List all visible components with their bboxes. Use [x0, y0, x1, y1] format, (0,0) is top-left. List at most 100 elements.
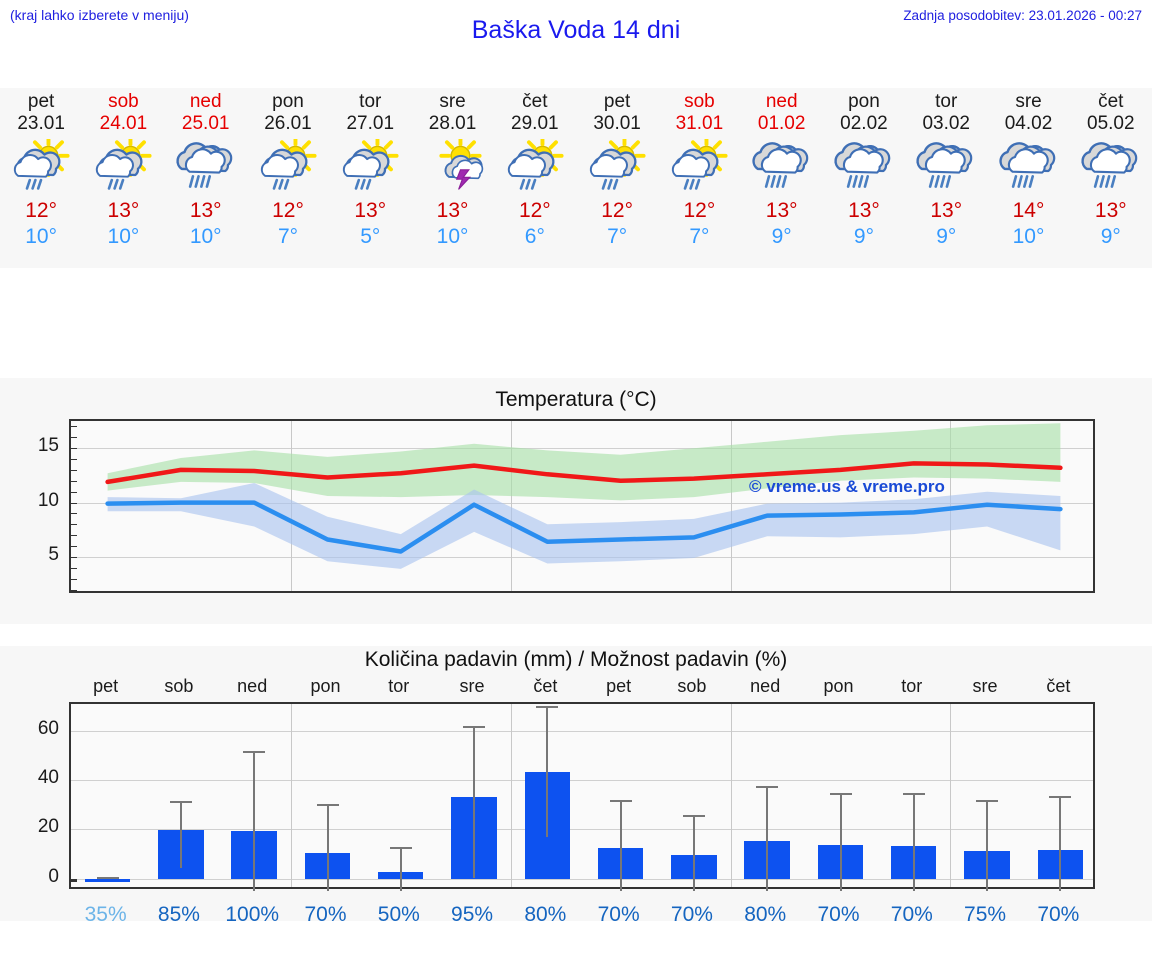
y-axis-tick-label: 20 — [37, 816, 59, 838]
axis-minor-tick — [71, 426, 77, 428]
error-bar-cap — [829, 792, 852, 795]
y-axis-tick-label: 10 — [37, 489, 59, 511]
day-name: tor — [359, 91, 382, 112]
precipitation-probability-label: 70% — [817, 903, 860, 926]
day-name: pet — [603, 91, 631, 112]
day-date: 04.02 — [1004, 113, 1053, 134]
day-column[interactable]: sre 28.01 13° 10° — [411, 88, 493, 268]
precipitation-day-label: čet — [533, 676, 558, 696]
axis-minor-tick — [71, 459, 77, 461]
precipitation-probability-label: 80% — [744, 903, 787, 926]
error-bar-cap — [389, 847, 412, 850]
day-date: 31.01 — [675, 113, 724, 134]
day-date: 29.01 — [511, 113, 559, 134]
error-bar-cap — [316, 803, 339, 806]
precipitation-probability-label: 35% — [84, 903, 127, 926]
precipitation-probability-label: 100% — [225, 903, 280, 926]
temp-max: 13° — [848, 199, 880, 222]
day-name: čet — [522, 91, 548, 112]
sun-cloud-rain-icon — [9, 134, 73, 195]
temp-min: 10° — [189, 225, 222, 248]
error-bar — [1059, 796, 1062, 891]
error-bar — [546, 705, 549, 838]
precipitation-probability-label: 70% — [304, 903, 347, 926]
day-column[interactable]: ned 25.01 13° 10° — [165, 88, 247, 268]
temp-max: 13° — [189, 199, 222, 222]
day-date: 26.01 — [264, 113, 312, 134]
gridline — [71, 731, 1093, 733]
day-column[interactable]: čet 05.02 13° 9° — [1070, 88, 1152, 268]
precipitation-probability-label: 50% — [377, 903, 420, 926]
precipitation-day-label: sre — [459, 676, 485, 696]
axis-minor-tick — [71, 513, 77, 515]
day-date: 01.02 — [757, 113, 806, 134]
day-date: 25.01 — [181, 113, 230, 134]
temp-min: 10° — [25, 225, 58, 248]
temp-min: 7° — [277, 225, 299, 248]
precipitation-day-label: ned — [237, 676, 268, 696]
day-date: 24.01 — [99, 113, 148, 134]
error-bar — [839, 792, 842, 891]
precipitation-probability-label: 75% — [964, 903, 1007, 926]
sun-cloud-rain-icon — [585, 134, 649, 195]
day-column[interactable]: sob 24.01 13° 10° — [82, 88, 164, 268]
axis-minor-tick — [71, 556, 77, 558]
y-axis-tick-label: 15 — [37, 435, 59, 457]
day-column[interactable]: pet 30.01 12° 7° — [576, 88, 658, 268]
day-column[interactable]: ned 01.02 13° 9° — [741, 88, 823, 268]
temp-min: 9° — [853, 225, 874, 248]
error-bar-cap — [96, 877, 119, 880]
page-header: (kraj lahko izberete v meniju) Baška Vod… — [0, 0, 1152, 60]
day-column[interactable]: čet 29.01 12° 6° — [494, 88, 576, 268]
day-name: sre — [439, 91, 466, 112]
vertical-gridline — [290, 704, 292, 887]
day-column[interactable]: tor 03.02 13° 9° — [905, 88, 987, 268]
axis-minor-tick — [71, 491, 77, 493]
precipitation-day-label: tor — [388, 676, 410, 696]
day-column[interactable]: tor 27.01 13° 5° — [329, 88, 411, 268]
day-column[interactable]: sob 31.01 12° 7° — [658, 88, 740, 268]
precipitation-day-label: čet — [1046, 676, 1071, 696]
precipitation-day-label: pet — [93, 676, 119, 696]
axis-minor-tick — [71, 546, 77, 548]
axis-minor-tick — [71, 589, 77, 591]
error-bar-cap — [1049, 796, 1072, 799]
precipitation-day-label: pon — [310, 676, 341, 696]
y-axis-tick-label: 5 — [48, 543, 59, 565]
cloud-rain-icon — [832, 139, 896, 195]
precipitation-chart-title: Količina padavin (mm) / Možnost padavin … — [364, 648, 788, 671]
precipitation-plot-area — [69, 702, 1095, 891]
temperature-series-graphic — [105, 423, 1063, 569]
daily-forecast-strip: pet 23.01 12° 10° sob 24.01 13° 10° ned 25.01 1… — [0, 88, 1152, 268]
error-bar — [399, 847, 402, 891]
day-column[interactable]: pon 02.02 13° 9° — [823, 88, 905, 268]
temp-max: 13° — [436, 199, 469, 222]
page-title: Baška Voda 14 dni — [471, 16, 681, 44]
day-name: pon — [272, 91, 304, 112]
cloud-rain-icon — [174, 139, 238, 195]
temp-max: 13° — [765, 199, 798, 222]
day-date: 30.01 — [593, 113, 641, 134]
precipitation-day-label: pon — [823, 676, 854, 696]
vertical-gridline — [730, 704, 732, 887]
temp-max: 12° — [25, 199, 58, 222]
temp-max: 13° — [107, 199, 140, 222]
day-name: sob — [684, 91, 715, 112]
day-name: ned — [765, 91, 798, 112]
gridline — [71, 878, 1093, 880]
day-date: 23.01 — [17, 113, 65, 134]
day-name: tor — [935, 91, 958, 112]
day-column[interactable]: sre 04.02 14° 10° — [987, 88, 1069, 268]
axis-minor-tick — [71, 502, 77, 504]
error-bar-cap — [463, 726, 486, 729]
precipitation-bar[interactable] — [84, 878, 131, 883]
precipitation-probability-label: 70% — [1037, 903, 1080, 926]
day-column[interactable]: pon 26.01 12° 7° — [247, 88, 329, 268]
sun-cloud-thunder-icon — [421, 134, 485, 195]
precipitation-day-label: sob — [677, 676, 707, 696]
temp-min: 9° — [1100, 225, 1121, 248]
day-column[interactable]: pet 23.01 12° 10° — [0, 88, 82, 268]
temp-min: 10° — [1012, 225, 1045, 248]
error-bar-cap — [976, 799, 999, 802]
temp-min: 10° — [107, 225, 140, 248]
